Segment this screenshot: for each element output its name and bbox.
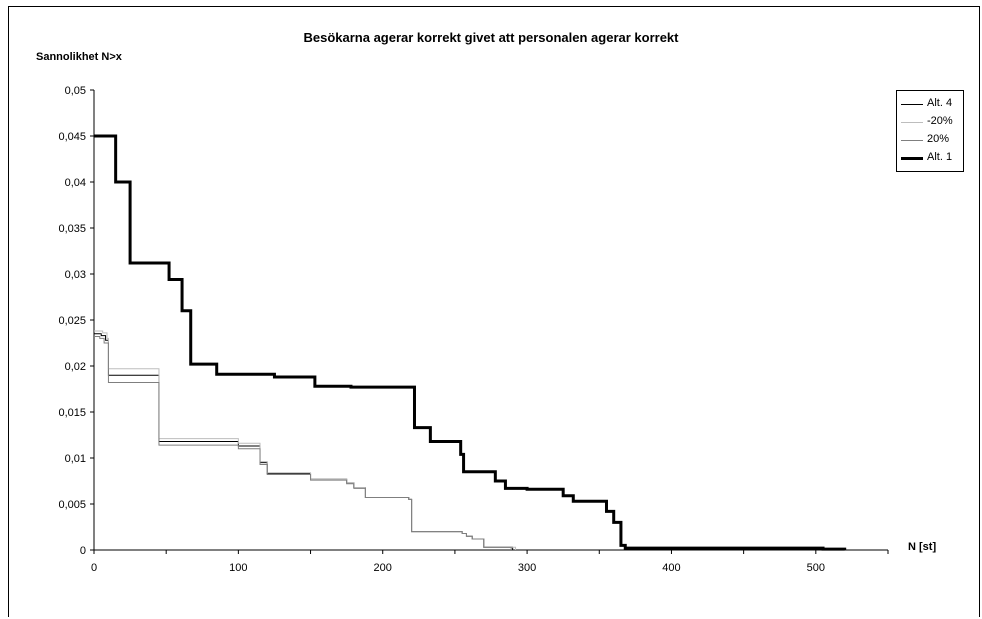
y-tick-label: 0,01 bbox=[65, 453, 86, 465]
x-tick-label: 400 bbox=[662, 562, 680, 574]
y-tick-label: 0,04 bbox=[65, 177, 86, 189]
legend-label: -20% bbox=[927, 115, 953, 127]
legend-item: Alt. 1 bbox=[901, 150, 963, 166]
legend-item: Alt. 4 bbox=[901, 96, 963, 112]
legend: Alt. 4 -20% 20% Alt. 1 bbox=[896, 90, 964, 172]
legend-swatch bbox=[901, 140, 923, 141]
legend-swatch bbox=[901, 122, 923, 123]
legend-item: 20% bbox=[901, 132, 963, 148]
y-tick-label: 0,02 bbox=[65, 361, 86, 373]
legend-label: Alt. 1 bbox=[927, 151, 953, 163]
chart-frame bbox=[8, 6, 980, 617]
x-tick-label: 300 bbox=[518, 562, 536, 574]
axes: 0 0,005 0,01 0,015 0,02 0,025 0,03 0,035 0,04 0,0… bbox=[58, 85, 889, 574]
y-tick-label: 0,025 bbox=[58, 315, 86, 327]
legend-item: -20% bbox=[901, 114, 963, 130]
x-axis-title: N [st] bbox=[908, 541, 937, 553]
y-tick-label: 0,005 bbox=[58, 499, 86, 511]
x-tick-label: 0 bbox=[91, 562, 97, 574]
legend-swatch bbox=[901, 157, 923, 160]
y-tick-label: 0,015 bbox=[58, 407, 86, 419]
x-tick-label: 200 bbox=[374, 562, 392, 574]
series-line-alt-1 bbox=[94, 134, 847, 551]
chart-title: Besökarna agerar korrekt givet att perso… bbox=[303, 30, 679, 45]
series-layer bbox=[94, 134, 847, 551]
legend-label: 20% bbox=[927, 133, 950, 145]
y-axis-title: Sannolikhet N>x bbox=[36, 51, 122, 63]
y-tick-label: 0,05 bbox=[65, 85, 86, 97]
legend-label: Alt. 4 bbox=[927, 97, 953, 109]
series-line-20 bbox=[94, 336, 512, 550]
y-tick-label: 0 bbox=[80, 545, 86, 557]
x-tick-label: 500 bbox=[807, 562, 825, 574]
legend-swatch bbox=[901, 104, 923, 105]
x-tick-label: 100 bbox=[229, 562, 247, 574]
y-tick-label: 0,035 bbox=[58, 223, 86, 235]
y-tick-label: 0,03 bbox=[65, 269, 86, 281]
y-tick-label: 0,045 bbox=[58, 131, 86, 143]
